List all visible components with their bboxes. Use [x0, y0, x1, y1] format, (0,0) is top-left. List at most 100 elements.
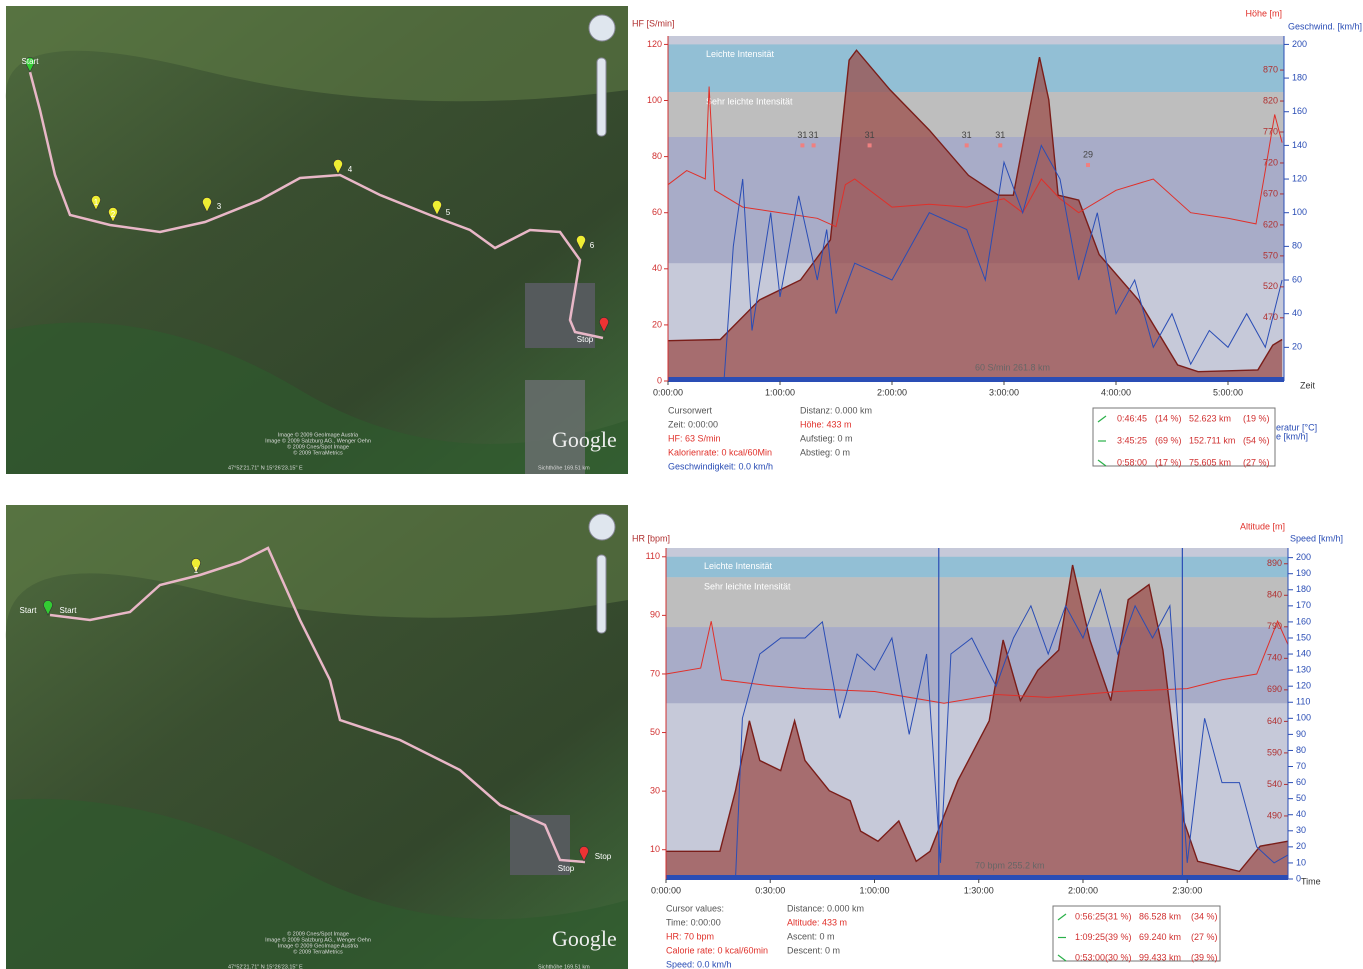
series-line	[665, 619, 1289, 704]
y3-tick-label: 70	[1296, 761, 1306, 771]
summary-cell: (54 %)	[1243, 435, 1270, 445]
y3-tick-label: 120	[1296, 681, 1311, 691]
summary-cell: (14 %)	[1155, 413, 1182, 423]
map-pin	[91, 195, 101, 211]
y3-tick-label: 90	[1296, 729, 1306, 739]
map-eye-alt: Sichthöhe 169.51 km	[538, 964, 590, 969]
y2-tick-label: 470	[1263, 312, 1278, 322]
legend-fragment: eratur [°C]	[1276, 422, 1317, 432]
y2-tick-label: 790	[1267, 621, 1282, 631]
map-label: 4	[348, 165, 353, 174]
cursor-value: Descent: 0 m	[787, 945, 840, 955]
x-axis-title: Zeit	[1300, 380, 1316, 390]
summary-cell: (27 %)	[1191, 932, 1218, 942]
axis-title: Geschwind. [km/h]	[1288, 21, 1362, 31]
y3-tick-label: 160	[1296, 616, 1311, 626]
axis-title: HF [S/min]	[632, 18, 675, 28]
summary-cell: (27 %)	[1243, 457, 1270, 467]
zoom-slider[interactable]	[596, 554, 607, 634]
axis-title: Höhe [m]	[1245, 8, 1282, 18]
y3-tick-label: 30	[1296, 825, 1306, 835]
y2-tick-label: 870	[1263, 64, 1278, 74]
y2-tick-label: 770	[1263, 126, 1278, 136]
x-tick-label: 3:00:00	[989, 387, 1019, 397]
cursor-title: Cursor values:	[666, 903, 724, 913]
zone-label: Sehr leichte Intensität	[706, 96, 793, 106]
lap-label: 31	[797, 130, 807, 140]
y3-tick-label: 120	[1292, 173, 1307, 183]
summary-cell: (31 %)	[1105, 911, 1132, 921]
map-logo: Google	[552, 926, 617, 951]
zone-band	[666, 627, 1288, 704]
y-tick-label: 0	[657, 375, 662, 385]
zone-band	[668, 92, 1284, 137]
zoom-slider[interactable]	[596, 57, 607, 137]
axis-title: HR [bpm]	[632, 533, 670, 543]
altitude-line	[666, 564, 1289, 873]
summary-cell: 99.433 km	[1139, 952, 1181, 962]
axis-title: Speed [km/h]	[1290, 533, 1343, 543]
cursor-value: Höhe: 433 m	[800, 419, 852, 429]
map-attribution: Image © 2009 GeoImage Austria	[278, 431, 359, 438]
y2-tick-label: 490	[1267, 810, 1282, 820]
altitude-area	[668, 50, 1283, 381]
map-pin	[599, 317, 609, 333]
summary-cell: 69.240 km	[1139, 932, 1181, 942]
map-1[interactable]	[5, 6, 628, 474]
y3-tick-label: 160	[1292, 106, 1307, 116]
x-tick-label: 1:00:00	[859, 885, 889, 895]
summary-cell: (39 %)	[1105, 932, 1132, 942]
cursor-value: Zeit: 0:00:00	[668, 419, 718, 429]
map-label: Start	[20, 606, 38, 615]
summary-cell: 0:56:25	[1075, 911, 1105, 921]
y2-tick-label: 720	[1263, 157, 1278, 167]
map-label: 2	[111, 210, 116, 219]
map-pin	[432, 200, 442, 216]
cursor-value: HF: 63 S/min	[668, 433, 721, 443]
y2-tick-label: 690	[1267, 684, 1282, 694]
summary-box	[1092, 407, 1276, 467]
map-pin	[202, 197, 212, 213]
y-tick-label: 100	[647, 95, 662, 105]
y2-tick-label: 570	[1263, 250, 1278, 260]
cursor-value: Abstieg: 0 m	[800, 447, 850, 457]
lap-label: 31	[995, 130, 1005, 140]
y3-tick-label: 0	[1296, 873, 1301, 883]
cursor-value: HR: 70 bpm	[666, 931, 714, 941]
map-label: Start	[60, 606, 78, 615]
x-tick-label: 2:00:00	[1068, 885, 1098, 895]
nav-control[interactable]	[588, 14, 616, 42]
lap-label: 31	[962, 130, 972, 140]
map-label: 5	[446, 208, 451, 217]
legend-fragment: e [km/h]	[1276, 431, 1308, 441]
y3-tick-label: 40	[1292, 308, 1302, 318]
x-axis-bar	[666, 875, 1288, 880]
x-tick-label: 0:30:00	[755, 885, 785, 895]
y-tick-label: 60	[652, 207, 662, 217]
lap-label: 31	[865, 130, 875, 140]
y2-tick-label: 670	[1263, 188, 1278, 198]
y-tick-label: 30	[650, 785, 660, 795]
y-tick-label: 10	[650, 844, 660, 854]
x-axis-bar	[668, 377, 1284, 382]
cursor-title: Cursorwert	[668, 405, 713, 415]
lap-marker	[800, 143, 805, 148]
summary-cell: (34 %)	[1191, 911, 1218, 921]
y-tick-label: 110	[646, 551, 660, 561]
y3-tick-label: 40	[1296, 809, 1306, 819]
y-tick-label: 50	[650, 727, 660, 737]
summary-cell: (30 %)	[1105, 952, 1132, 962]
map-attribution: © 2009 Cnes/Spot Image	[287, 930, 349, 937]
nav-control[interactable]	[588, 513, 616, 541]
summary-arrow	[1057, 913, 1067, 921]
series-line	[668, 144, 1283, 382]
cursor-value: Ascent: 0 m	[787, 931, 835, 941]
map-2[interactable]	[5, 505, 628, 969]
map-eye-alt: Sichthöhe 169.51 km	[538, 465, 590, 471]
map-attribution: Image © 2009 Salzburg AG., Wenger Oehn	[265, 437, 371, 444]
x-tick-label: 2:00:00	[877, 387, 907, 397]
y-tick-label: 40	[652, 263, 662, 273]
y-tick-label: 80	[652, 151, 662, 161]
map-pin	[576, 235, 586, 251]
